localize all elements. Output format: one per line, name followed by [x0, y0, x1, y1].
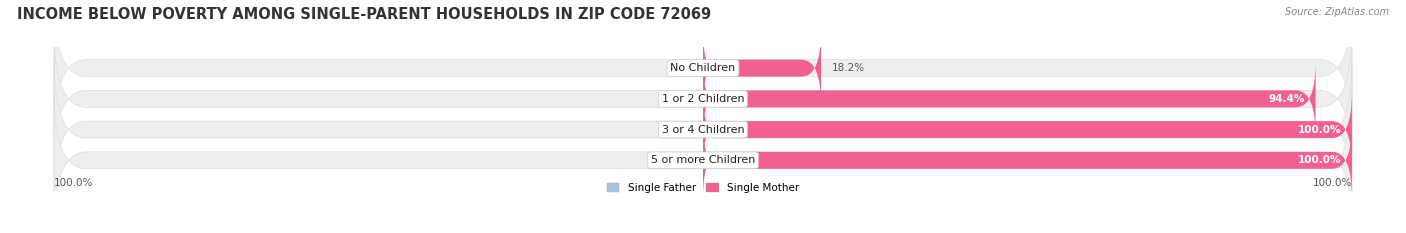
Text: 100.0%: 100.0% — [1298, 125, 1341, 135]
Text: 100.0%: 100.0% — [53, 178, 93, 188]
Text: No Children: No Children — [671, 63, 735, 73]
FancyBboxPatch shape — [53, 61, 1353, 198]
FancyBboxPatch shape — [703, 92, 1353, 167]
Text: 100.0%: 100.0% — [1313, 178, 1353, 188]
Text: 18.2%: 18.2% — [831, 63, 865, 73]
FancyBboxPatch shape — [53, 0, 1353, 137]
Text: 5 or more Children: 5 or more Children — [651, 155, 755, 165]
Legend: Single Father, Single Mother: Single Father, Single Mother — [603, 179, 803, 197]
FancyBboxPatch shape — [53, 92, 1353, 229]
Text: 0.0%: 0.0% — [666, 63, 693, 73]
FancyBboxPatch shape — [703, 123, 1353, 198]
Text: 3 or 4 Children: 3 or 4 Children — [662, 125, 744, 135]
Text: 0.0%: 0.0% — [666, 94, 693, 104]
FancyBboxPatch shape — [703, 31, 821, 106]
Text: 0.0%: 0.0% — [666, 155, 693, 165]
Text: INCOME BELOW POVERTY AMONG SINGLE-PARENT HOUSEHOLDS IN ZIP CODE 72069: INCOME BELOW POVERTY AMONG SINGLE-PARENT… — [17, 7, 711, 22]
Text: 1 or 2 Children: 1 or 2 Children — [662, 94, 744, 104]
Text: 94.4%: 94.4% — [1268, 94, 1305, 104]
FancyBboxPatch shape — [703, 61, 1316, 137]
Text: Source: ZipAtlas.com: Source: ZipAtlas.com — [1285, 7, 1389, 17]
Text: 100.0%: 100.0% — [1298, 155, 1341, 165]
Text: 0.0%: 0.0% — [666, 125, 693, 135]
FancyBboxPatch shape — [53, 31, 1353, 167]
